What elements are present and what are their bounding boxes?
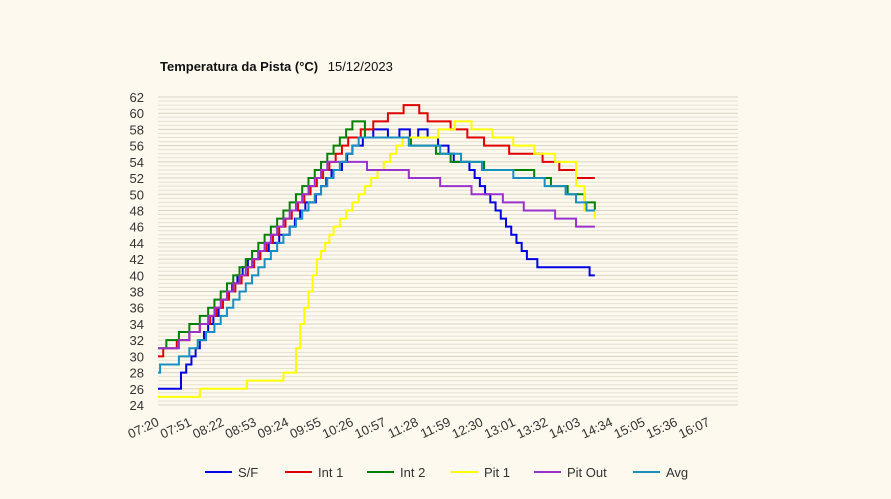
y-tick-label: 36: [130, 301, 144, 316]
chart-title: Temperatura da Pista (°C) 15/12/2023: [160, 59, 393, 74]
y-tick-label: 58: [130, 122, 144, 137]
y-tick-label: 52: [130, 171, 144, 186]
x-tick-label: 15:36: [644, 414, 680, 441]
y-tick-label: 54: [130, 155, 144, 170]
legend-item-pit-1[interactable]: Pit 1: [451, 465, 510, 480]
y-tick-label: 56: [130, 139, 144, 154]
y-tick-label: 50: [130, 187, 144, 202]
y-tick-label: 24: [130, 398, 144, 413]
y-tick-label: 32: [130, 333, 144, 348]
y-tick-label: 46: [130, 220, 144, 235]
y-tick-label: 60: [130, 106, 144, 121]
x-tick-label: 13:32: [514, 414, 550, 441]
legend-label: S/F: [238, 465, 258, 480]
x-tick-label: 14:03: [547, 414, 583, 441]
x-tick-label: 08:22: [190, 414, 226, 441]
series-line-pit-out: [158, 160, 595, 350]
y-tick-label: 44: [130, 236, 144, 251]
y-tick-label: 48: [130, 203, 144, 218]
y-tick-label: 30: [130, 349, 144, 364]
x-tick-label: 09:55: [287, 414, 323, 441]
legend-item-pit-out[interactable]: Pit Out: [534, 465, 607, 480]
x-tick-label: 11:28: [385, 414, 420, 441]
x-axis-ticks: 07:2007:5108:2208:5309:2409:5510:2610:57…: [125, 414, 712, 441]
y-tick-label: 40: [130, 268, 144, 283]
x-tick-label: 13:01: [482, 414, 518, 441]
x-tick-label: 14:34: [579, 414, 615, 441]
y-tick-label: 42: [130, 252, 144, 267]
legend-label: Pit 1: [484, 465, 510, 480]
series-line-avg: [158, 136, 595, 374]
y-tick-label: 62: [130, 90, 144, 105]
y-tick-label: 38: [130, 285, 144, 300]
grid: [158, 96, 738, 406]
series-lines: [158, 104, 596, 398]
legend-item-int-1[interactable]: Int 1: [285, 465, 343, 480]
legend-item-s-f[interactable]: S/F: [205, 465, 258, 480]
x-tick-label: 11:59: [418, 414, 453, 441]
chart-date: 15/12/2023: [327, 59, 393, 74]
legend-item-int-2[interactable]: Int 2: [367, 465, 425, 480]
x-tick-label: 16:07: [676, 414, 712, 441]
x-tick-label: 08:53: [223, 414, 259, 441]
x-tick-label: 10:26: [320, 414, 356, 441]
chart-title-main: Temperatura da Pista (°C): [160, 59, 319, 74]
x-tick-label: 07:51: [158, 414, 194, 441]
series-line-pit-1: [158, 120, 596, 398]
y-tick-label: 26: [130, 382, 144, 397]
legend-label: Pit Out: [567, 465, 607, 480]
legend-label: Avg: [666, 465, 688, 480]
x-tick-label: 12:30: [449, 414, 485, 441]
legend-label: Int 1: [318, 465, 343, 480]
x-tick-label: 10:57: [352, 414, 388, 441]
x-tick-label: 09:24: [255, 414, 291, 441]
y-tick-label: 34: [130, 317, 144, 332]
legend-label: Int 2: [400, 465, 425, 480]
legend[interactable]: S/F Int 1 Int 2 Pit 1 Pit Out Avg: [205, 465, 688, 480]
x-tick-label: 15:05: [611, 414, 647, 441]
legend-item-avg[interactable]: Avg: [633, 465, 688, 480]
x-tick-label: 07:20: [125, 414, 161, 441]
y-tick-label: 28: [130, 366, 144, 381]
